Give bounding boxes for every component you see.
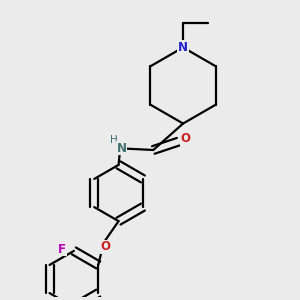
Text: O: O: [180, 132, 190, 145]
Text: H: H: [110, 135, 118, 145]
Text: F: F: [58, 243, 66, 256]
Text: O: O: [100, 240, 110, 253]
Text: N: N: [178, 41, 188, 54]
Text: N: N: [117, 142, 127, 155]
